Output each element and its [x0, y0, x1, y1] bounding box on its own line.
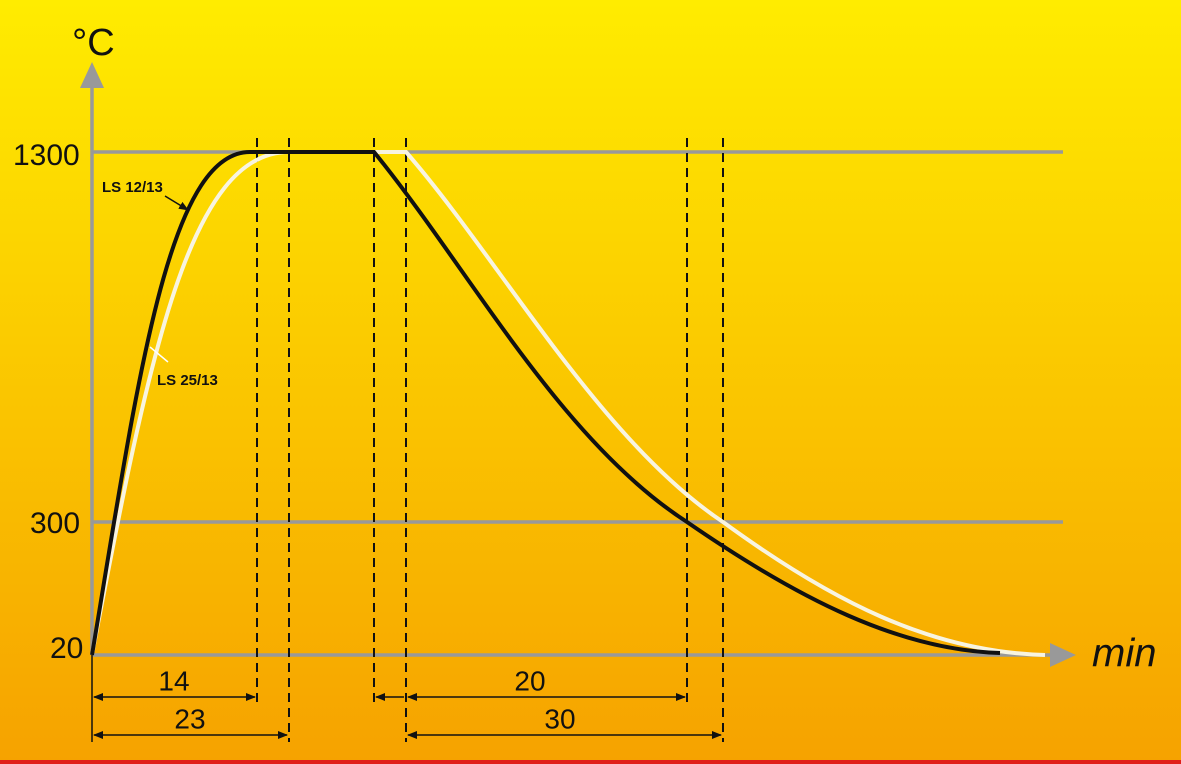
curve-ls-25-13	[90, 150, 1046, 657]
axes	[80, 62, 1076, 667]
dimension-label: 30	[544, 703, 575, 734]
y-label: 300	[30, 507, 80, 540]
y-label: 20	[50, 632, 83, 665]
curve-label: LS 25/13	[157, 372, 218, 389]
x-unit: min	[1092, 632, 1156, 676]
label-pointer	[164, 195, 189, 211]
dimension-lines	[91, 655, 722, 742]
y-arrow	[80, 62, 104, 88]
y-label: 1300	[13, 139, 80, 172]
bottom-border	[0, 760, 1181, 764]
curve-ls-12-13	[90, 150, 1001, 656]
label-pointer	[149, 346, 169, 363]
x-arrow	[1050, 643, 1076, 667]
dimension-label: 20	[514, 665, 545, 696]
dimension-label: 23	[174, 703, 205, 734]
curve-label: LS 12/13	[102, 179, 163, 196]
y-unit: °C	[72, 22, 115, 64]
dashed-markers	[256, 138, 724, 742]
dimension-label: 14	[158, 665, 189, 696]
